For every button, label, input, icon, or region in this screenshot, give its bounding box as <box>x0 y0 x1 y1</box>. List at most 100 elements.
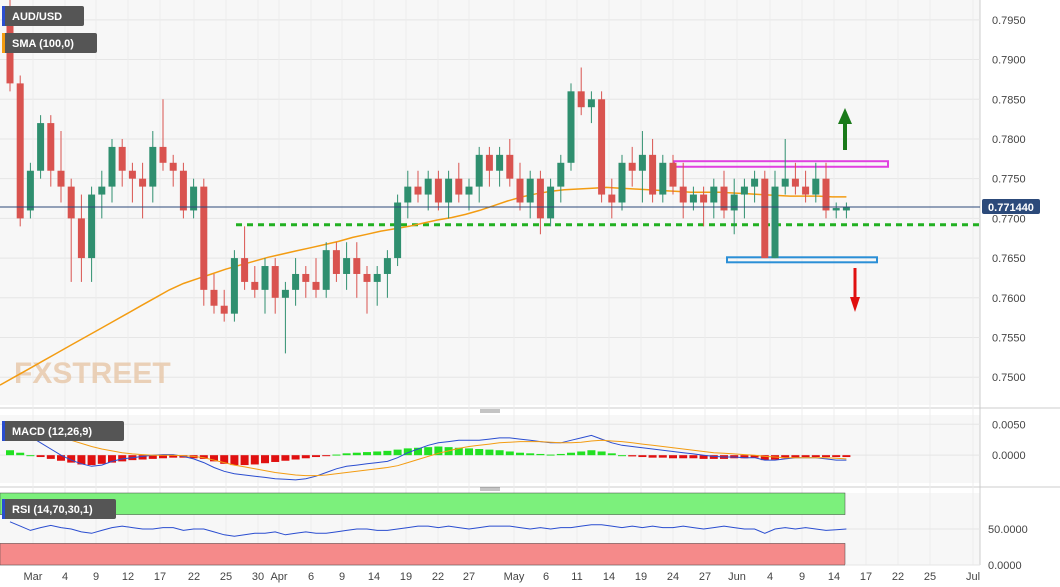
x-tick-label: May <box>504 571 525 583</box>
macd-histogram-bar <box>699 455 708 459</box>
candle-body <box>108 146 116 187</box>
x-tick-label: 9 <box>339 571 345 583</box>
candle-body <box>118 146 126 171</box>
macd-histogram-bar <box>618 455 626 457</box>
candle-body <box>271 266 279 298</box>
candle-body <box>802 186 810 195</box>
support-zone-box <box>726 256 878 264</box>
candle-body <box>210 289 218 306</box>
macd-histogram-bar <box>414 447 422 456</box>
candle-body <box>363 273 371 282</box>
x-tick-label: 4 <box>767 571 773 583</box>
candle-body <box>812 178 820 195</box>
macd-histogram-bar <box>108 455 116 463</box>
x-tick-label: 4 <box>62 571 68 583</box>
candle-body <box>67 186 75 219</box>
x-tick-label: 6 <box>543 571 549 583</box>
candle-body <box>241 258 249 282</box>
macd-signal-line <box>9 428 847 477</box>
candle-body <box>720 186 728 211</box>
price-panel-background <box>0 0 980 405</box>
macd-histogram-bar <box>393 449 402 456</box>
candle-body <box>547 186 555 219</box>
x-tick-label: 17 <box>860 571 872 583</box>
macd-histogram-bar <box>434 446 443 456</box>
macd-histogram-bar <box>465 448 473 456</box>
sma-label-box[interactable]: SMA (100,0) <box>2 33 97 53</box>
x-tick-label: 17 <box>154 571 166 583</box>
macd-histogram-bar <box>638 455 647 458</box>
macd-histogram-bar <box>210 455 218 462</box>
x-tick-label: 22 <box>188 571 200 583</box>
macd-histogram-bar <box>230 455 239 466</box>
macd-y-tick-label: 0.0050 <box>992 419 1026 431</box>
y-tick-label: 0.7550 <box>992 333 1026 345</box>
candle-body <box>302 273 310 282</box>
macd-histogram <box>6 446 851 466</box>
x-tick-label: 14 <box>603 571 615 583</box>
x-tick-label: 12 <box>122 571 134 583</box>
candle-body <box>567 91 575 163</box>
macd-histogram-bar <box>271 455 280 462</box>
y-tick-label: 0.7500 <box>992 372 1026 384</box>
macd-histogram-bar <box>159 455 167 459</box>
rsi-oversold-zone <box>0 543 846 566</box>
macd-histogram-bar <box>709 455 718 459</box>
price-y-axis: 0.7950 0.7900 0.7850 0.7800 0.7750 0.7700 0.76… <box>992 15 1026 384</box>
macd-histogram-bar <box>250 455 259 465</box>
candle-body <box>383 258 391 274</box>
candle-body <box>57 170 65 187</box>
macd-histogram-bar <box>220 455 229 464</box>
macd-histogram-bar <box>587 450 596 456</box>
y-tick-label: 0.7650 <box>992 253 1026 265</box>
macd-histogram-bar <box>791 455 800 458</box>
macd-histogram-bar <box>811 455 820 458</box>
macd-histogram-bar <box>485 449 494 456</box>
rsi-grid: 50.0000 0.0000 <box>845 524 1028 572</box>
candle-body <box>608 194 616 203</box>
candle-body <box>628 162 636 171</box>
candle-body <box>638 154 646 171</box>
macd-histogram-bar <box>281 455 290 461</box>
candle-body <box>781 178 789 187</box>
candle-body <box>292 273 300 290</box>
macd-histogram-bar <box>648 455 657 458</box>
y-tick-label: 0.7900 <box>992 55 1026 67</box>
macd-histogram-bar <box>403 448 412 456</box>
candle-body <box>445 178 453 203</box>
candle-body <box>659 162 667 195</box>
candle-body <box>710 186 718 203</box>
macd-histogram-bar <box>526 453 535 456</box>
candle-body <box>230 258 238 314</box>
sma-line <box>0 186 847 386</box>
macd-histogram-bar <box>832 455 841 458</box>
candle-body <box>47 123 55 171</box>
macd-histogram-bar <box>424 447 433 456</box>
x-tick-label: 19 <box>635 571 647 583</box>
candle-body <box>557 162 565 187</box>
rsi-label: RSI (14,70,30,1) <box>12 504 93 516</box>
symbol-label: AUD/USD <box>12 11 62 23</box>
candle-body <box>679 186 687 203</box>
macd-histogram-bar <box>750 455 759 458</box>
x-tick-label: Mar <box>24 571 43 583</box>
candle-body <box>281 289 289 298</box>
candle-body <box>159 146 167 163</box>
watermark-text: FXSTREET <box>14 357 171 390</box>
candle-body <box>37 123 45 171</box>
macd-histogram-bar <box>658 455 667 458</box>
macd-label: MACD (12,26,9) <box>12 426 92 438</box>
candle-body <box>526 178 534 203</box>
macd-histogram-bar <box>577 451 586 456</box>
symbol-label-box[interactable]: AUD/USD <box>2 6 84 26</box>
rsi-label-box[interactable]: RSI (14,70,30,1) <box>2 499 116 519</box>
x-tick-label: 9 <box>93 571 99 583</box>
macd-label-box[interactable]: MACD (12,26,9) <box>2 421 124 441</box>
macd-histogram-bar <box>822 455 830 458</box>
macd-histogram-bar <box>607 453 616 456</box>
candle-body <box>496 154 504 171</box>
macd-histogram-bar <box>363 452 371 456</box>
candle-body <box>261 266 269 290</box>
macd-histogram-bar <box>36 455 45 458</box>
candle-body <box>842 207 850 211</box>
